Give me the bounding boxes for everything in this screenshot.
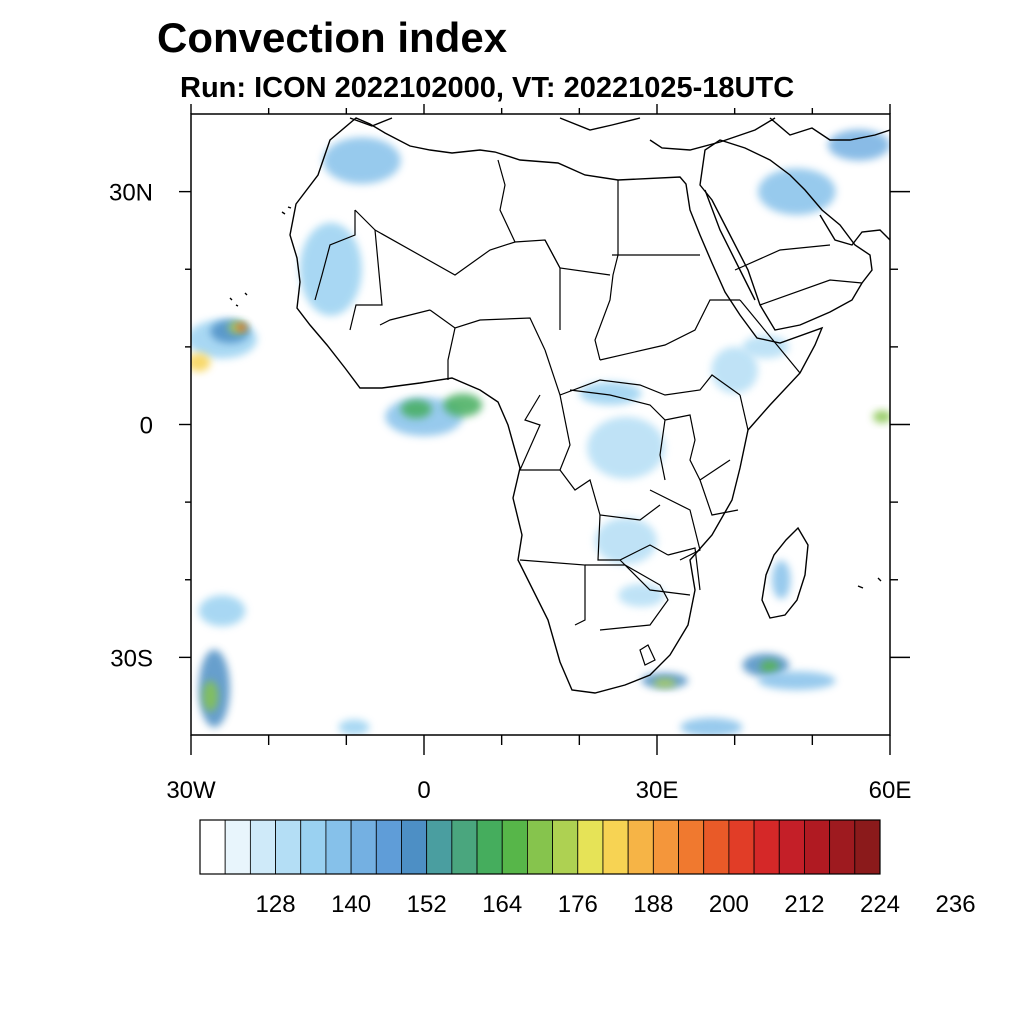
europe-coastline [349,117,890,151]
colorbar-label: 128 [256,891,296,918]
colorbar-swatch [375,819,402,875]
country-borders [314,159,863,666]
colorbar-swatch [703,819,730,875]
colorbar-frame [199,819,881,875]
colorbar-label: 152 [407,891,447,918]
convection-cell [827,129,890,161]
colorbar-swatch [350,819,377,875]
colorbar-swatch [527,819,553,875]
convection-cell [872,410,890,423]
colorbar-swatch [627,819,654,875]
colorbar-label: 200 [709,891,749,918]
page-title: Convection index [157,14,508,61]
colorbar-label: 188 [633,891,673,918]
colorbar-swatch [325,819,352,875]
convection-cell [202,680,219,712]
colorbar-label: 224 [860,891,900,918]
convection-cell [579,381,642,406]
convection-cell [680,717,743,735]
colorbar-label: 176 [558,891,598,918]
red-sea-coast [704,189,756,301]
colorbar: 128 140 152 164 176 188 200 212 224 236 [199,819,976,918]
colorbar-swatch [829,819,856,875]
convection-cell [711,346,758,394]
colorbar-swatch [753,819,780,875]
madagascar-coastline [761,526,809,619]
africa-coastline [289,117,824,694]
colorbar-swatch [275,819,302,875]
convection-cell [338,719,370,735]
convection-cell [653,678,677,688]
axes: 30N 0 30S 30W 0 30E 60E [109,104,911,804]
colorbar-label: 212 [784,891,824,918]
convection-cell [757,168,836,215]
colorbar-swatch [300,819,327,875]
colorbar-label: 164 [482,891,522,918]
lon-tick-label: 30W [166,777,216,804]
convection-field [191,129,890,735]
convection-cell [742,335,790,359]
colorbar-swatch [249,819,276,875]
lon-tick-label: 30E [636,777,679,804]
colorbar-swatch [552,819,579,875]
convection-cell [400,399,432,419]
colorbar-swatch [678,819,705,875]
lon-tick-label: 60E [869,777,912,804]
convection-cell [618,583,665,607]
convection-cell [198,595,246,627]
convection-cell [594,517,657,565]
colorbar-swatch [199,819,226,875]
run-subtitle: Run: ICON 2022102000, VT: 20221025-18UTC [180,72,795,104]
colorbar-label: 140 [331,891,371,918]
lat-tick-label: 30S [110,645,153,672]
convection-cell [760,660,779,673]
colorbar-swatch [577,819,604,875]
gulf-coastline [819,214,890,246]
colorbar-swatch [804,819,831,875]
colorbar-swatch [476,819,503,875]
colorbar-swatch [224,819,251,875]
colorbar-swatch [401,819,428,875]
convection-cell [299,222,362,316]
coastlines-and-borders [229,117,890,694]
colorbar-swatch [426,819,453,875]
colorbar-swatch [501,819,528,875]
convection-cell [323,137,401,184]
colorbar-swatch [778,819,805,875]
convection-cell [757,671,836,690]
colorbar-swatch [652,819,679,875]
arabia-coastline [699,139,873,331]
convection-cell [443,393,483,417]
colorbar-swatch [728,819,755,875]
colorbar-label: 236 [936,891,976,918]
colorbar-swatch [602,819,629,875]
convection-cell [236,323,247,332]
lon-tick-label: 0 [417,777,430,804]
convection-cell [587,416,665,479]
convection-cell [191,353,211,372]
islands [229,206,882,589]
colorbar-swatch [854,819,881,875]
colorbar-swatch [451,819,478,875]
convection-cell [771,560,791,600]
lat-tick-label: 30N [109,180,153,207]
lat-tick-label: 0 [140,413,153,440]
